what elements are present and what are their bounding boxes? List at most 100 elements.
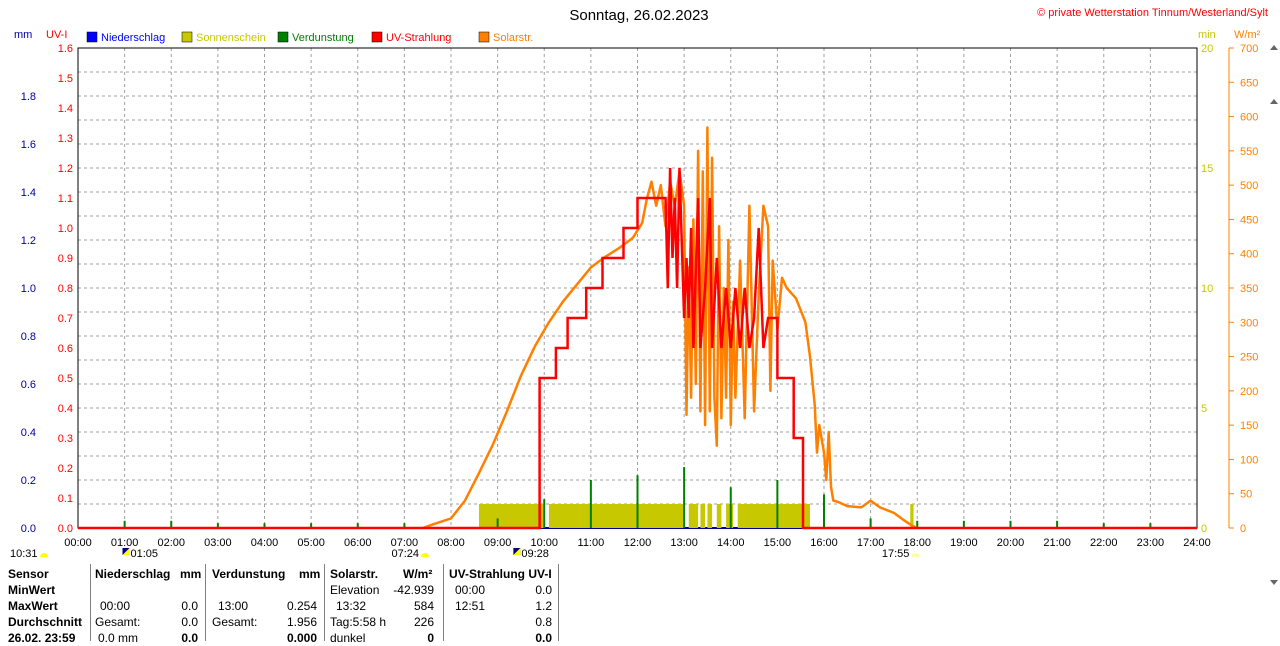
verdunstung-gesamt-value: 1.956 bbox=[286, 615, 317, 629]
sunshine-bar bbox=[688, 504, 699, 528]
tick-label-hour: 02:00 bbox=[157, 537, 185, 549]
tick-label-wm2: 350 bbox=[1240, 283, 1258, 295]
tick-label-mm: 1.0 bbox=[21, 283, 36, 295]
verdunstung-max-value: 0.254 bbox=[286, 599, 317, 613]
tick-label-hour: 14:00 bbox=[717, 537, 745, 549]
uv-last-bold: 0.0 bbox=[535, 631, 552, 645]
solar-max-time: 13:32 bbox=[336, 599, 367, 613]
tick-label-wm2: 300 bbox=[1240, 317, 1258, 329]
tick-label-uv: 1.3 bbox=[58, 133, 73, 145]
event-label: 01:05 bbox=[131, 548, 159, 560]
uv-radiation-line bbox=[78, 167, 1197, 530]
niederschlag-max-time: 00:00 bbox=[100, 599, 131, 613]
tick-label-wm2: 650 bbox=[1240, 77, 1258, 89]
tick-label-wm2: 400 bbox=[1240, 249, 1258, 261]
unit-min-right: min bbox=[1198, 29, 1216, 41]
tick-label-uv: 1.4 bbox=[58, 103, 73, 115]
side-scrollbar[interactable] bbox=[1268, 0, 1280, 641]
unit-uv-left: UV-I bbox=[46, 29, 67, 41]
tick-label-hour: 19:00 bbox=[950, 537, 978, 549]
tick-label-hour: 23:00 bbox=[1137, 537, 1165, 549]
tick-label-wm2: 500 bbox=[1240, 180, 1258, 192]
row-label-last: 26.02. 23:59 bbox=[8, 631, 76, 645]
tick-label-uv: 0.5 bbox=[58, 373, 73, 385]
tick-label-uv: 1.2 bbox=[58, 163, 73, 175]
tick-label-min: 10 bbox=[1201, 283, 1213, 295]
sunshine-bar bbox=[910, 504, 914, 528]
legend-swatch bbox=[86, 31, 98, 43]
table-divider bbox=[324, 564, 325, 641]
statistics-table: Sensor Niederschlag mm Verdunstung mm So… bbox=[0, 562, 560, 645]
event-label: 07:24 bbox=[391, 548, 419, 560]
tick-label-mm: 1.8 bbox=[21, 91, 36, 103]
uv-avg-value: 0.8 bbox=[535, 615, 552, 629]
tick-label-uv: 0.3 bbox=[58, 433, 73, 445]
sun-icon bbox=[421, 553, 430, 557]
uv-max-time: 12:51 bbox=[455, 599, 486, 613]
tick-label-wm2: 250 bbox=[1240, 352, 1258, 364]
event-label: 10:31 bbox=[10, 548, 38, 560]
tick-label-mm: 0.8 bbox=[21, 331, 36, 343]
chart-grid bbox=[78, 47, 1197, 528]
tick-label-hour: 04:00 bbox=[251, 537, 279, 549]
tick-label-hour: 08:00 bbox=[437, 537, 465, 549]
tick-label-uv: 1.0 bbox=[58, 223, 73, 235]
unit-wm2-right: W/m² bbox=[1234, 29, 1261, 41]
tick-label-wm2: 0 bbox=[1240, 523, 1246, 535]
tick-label-wm2: 550 bbox=[1240, 146, 1258, 158]
header-mm-2: mm bbox=[299, 567, 321, 581]
tick-label-hour: 20:00 bbox=[997, 537, 1025, 549]
tick-label-hour: 13:00 bbox=[670, 537, 698, 549]
niederschlag-gesamt-label: Gesamt: bbox=[95, 615, 141, 629]
row-label-minwert: MinWert bbox=[8, 583, 56, 597]
scroll-up-arrow-icon[interactable] bbox=[1270, 45, 1278, 50]
scroll-down-arrow-icon[interactable] bbox=[1270, 580, 1278, 585]
event-label: 17:55 bbox=[882, 548, 910, 560]
sunshine-bar bbox=[707, 504, 713, 528]
tick-label-hour: 06:00 bbox=[344, 537, 372, 549]
header-niederschlag: Niederschlag bbox=[95, 567, 171, 581]
niederschlag-max-value: 0.0 bbox=[181, 599, 198, 613]
tick-label-uv: 0.9 bbox=[58, 253, 73, 265]
legend-label: Niederschlag bbox=[101, 32, 165, 44]
tick-label-uv: 0.7 bbox=[58, 313, 73, 325]
moon-icon bbox=[122, 548, 130, 555]
row-label-durchschnitt: Durchschnitt bbox=[8, 615, 83, 629]
chart-title: Sonntag, 26.02.2023 bbox=[569, 7, 708, 24]
tick-label-wm2: 100 bbox=[1240, 454, 1258, 466]
copyright-text: © private Wetterstation Tinnum/Westerlan… bbox=[1037, 7, 1268, 19]
sunshine-bar bbox=[478, 504, 545, 528]
moon-phase-icon bbox=[122, 548, 130, 555]
tick-label-hour: 01:00 bbox=[111, 537, 139, 549]
tick-label-wm2: 200 bbox=[1240, 386, 1258, 398]
weather-chart: Sonntag, 26.02.2023 © private Wetterstat… bbox=[10, 7, 1268, 560]
niederschlag-gesamt-value: 0.0 bbox=[181, 615, 198, 629]
tick-label-hour: 05:00 bbox=[297, 537, 325, 549]
elevation-label: Elevation bbox=[330, 583, 380, 597]
tick-label-hour: 07:00 bbox=[391, 537, 419, 549]
tick-label-min: 5 bbox=[1201, 403, 1207, 415]
solar-last-bold: 0 bbox=[427, 631, 434, 645]
sunshine-bar bbox=[700, 504, 706, 528]
solar-last-label: dunkel bbox=[330, 631, 366, 645]
tick-label-mm: 0.0 bbox=[21, 523, 36, 535]
tick-label-hour: 16:00 bbox=[810, 537, 838, 549]
unit-mm-left: mm bbox=[14, 29, 32, 41]
tick-label-hour: 15:00 bbox=[764, 537, 792, 549]
scroll-mid-arrow-icon[interactable] bbox=[1270, 99, 1278, 104]
uv-min-time: 00:00 bbox=[455, 583, 486, 597]
tick-label-min: 20 bbox=[1201, 43, 1213, 55]
tick-label-mm: 1.6 bbox=[21, 139, 36, 151]
tick-label-mm: 1.4 bbox=[21, 187, 36, 199]
header-mm-1: mm bbox=[180, 567, 202, 581]
moon-phase-icon bbox=[513, 548, 521, 555]
tick-label-hour: 03:00 bbox=[204, 537, 232, 549]
tick-label-uv: 0.0 bbox=[58, 523, 73, 535]
tick-label-uv: 1.6 bbox=[58, 43, 73, 55]
header-uv: UV-Strahlung UV-I bbox=[449, 567, 552, 581]
tick-label-hour: 18:00 bbox=[903, 537, 931, 549]
sunshine-bar bbox=[737, 504, 811, 528]
chart-events: 10:31 01:05 07:24 09:28 17:55 bbox=[10, 548, 920, 560]
tick-label-wm2: 450 bbox=[1240, 214, 1258, 226]
tick-label-hour: 24:00 bbox=[1183, 537, 1211, 549]
